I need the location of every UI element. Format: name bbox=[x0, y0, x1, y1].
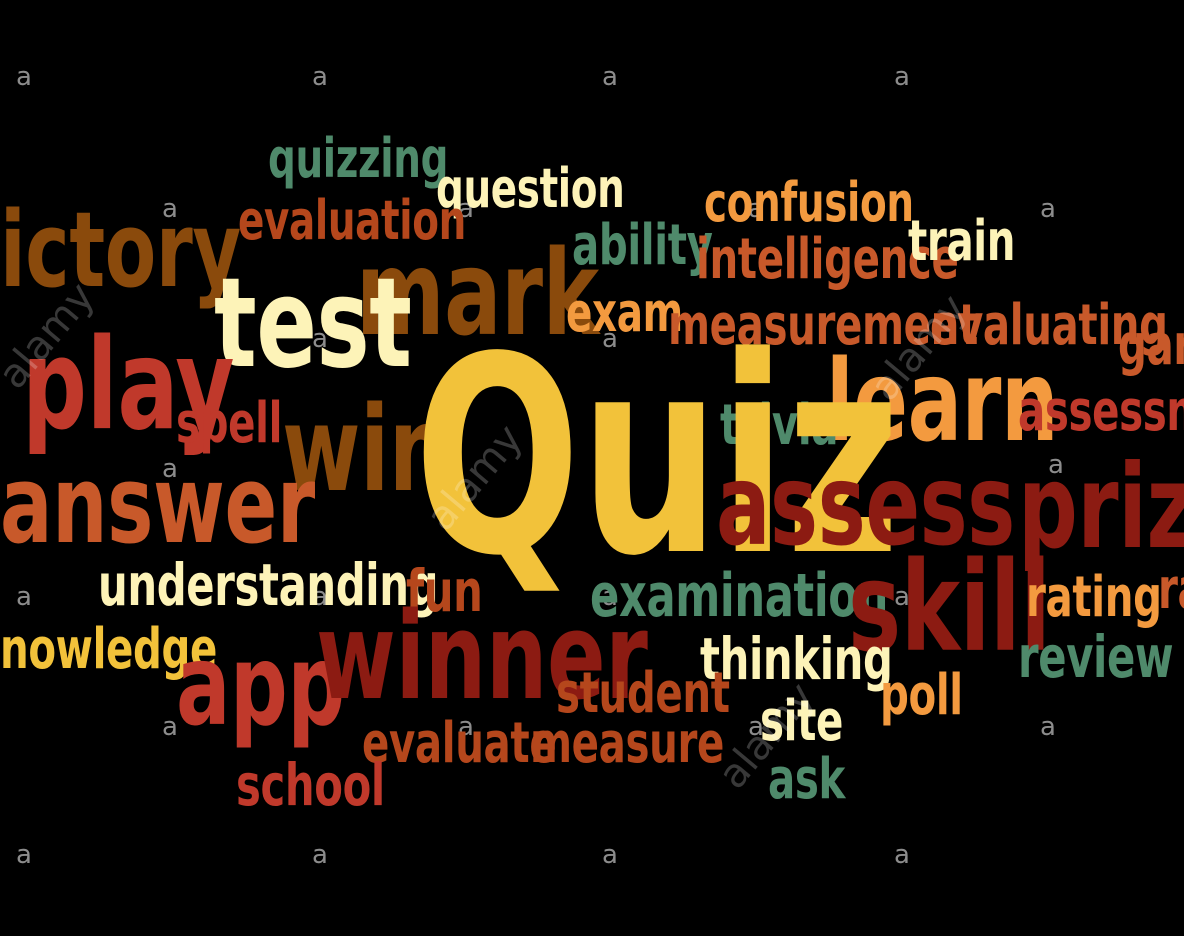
word-examination: examination bbox=[590, 561, 888, 631]
watermark-a: a bbox=[458, 712, 474, 742]
watermark-a: a bbox=[748, 712, 764, 742]
watermark-a: a bbox=[162, 194, 178, 224]
watermark-a: a bbox=[458, 194, 474, 224]
watermark-a: a bbox=[312, 324, 328, 354]
watermark-a: a bbox=[312, 582, 328, 612]
word-mark: mark bbox=[356, 224, 599, 362]
word-skill: skill bbox=[848, 536, 1051, 680]
watermark-a: a bbox=[602, 324, 618, 354]
word-confusion: confusion bbox=[704, 171, 914, 234]
word-quizzing: quizzing bbox=[268, 127, 449, 190]
word-trivia: trivia bbox=[720, 393, 839, 458]
word-play: play bbox=[22, 311, 235, 458]
word-assessment: assessm bbox=[1018, 379, 1184, 444]
word-exam: exam bbox=[566, 281, 683, 344]
word-thinking: thinking bbox=[700, 625, 893, 693]
watermark-a: a bbox=[312, 62, 328, 92]
watermark-a: a bbox=[748, 194, 764, 224]
watermark-a: a bbox=[602, 840, 618, 870]
word-game: gam bbox=[1118, 313, 1184, 378]
word-review: review bbox=[1018, 623, 1174, 691]
word-measurement: measurement bbox=[668, 293, 978, 358]
word-school: school bbox=[236, 751, 385, 819]
watermark-a: a bbox=[162, 454, 178, 484]
word-win: win bbox=[282, 380, 450, 518]
word-spell: spell bbox=[176, 391, 283, 456]
word-assess: assess bbox=[716, 441, 1015, 571]
word-fun: fun bbox=[406, 557, 483, 625]
watermark-a: a bbox=[1040, 712, 1056, 742]
word-ra: ra bbox=[1158, 557, 1184, 622]
watermark-a: a bbox=[16, 840, 32, 870]
word-ask: ask bbox=[768, 747, 845, 812]
watermark-a: a bbox=[16, 582, 32, 612]
word-evaluation: evaluation bbox=[238, 189, 466, 252]
word-prize: prize bbox=[1018, 440, 1184, 575]
word-evaluating: evaluating bbox=[930, 293, 1168, 358]
word-victory: ictory bbox=[0, 189, 241, 311]
word-evaluate: evaluate bbox=[362, 711, 557, 776]
watermark-a: a bbox=[312, 840, 328, 870]
watermark-a: a bbox=[16, 62, 32, 92]
word-poll: poll bbox=[880, 663, 963, 728]
watermark-a: a bbox=[894, 840, 910, 870]
word-learn: learn bbox=[826, 337, 1059, 467]
word-app: app bbox=[176, 621, 345, 751]
word-test: test bbox=[214, 252, 412, 396]
watermark-a: a bbox=[602, 582, 618, 612]
word-intelligence: intelligence bbox=[696, 227, 959, 292]
watermark-a: a bbox=[748, 454, 764, 484]
word-train: train bbox=[908, 209, 1016, 274]
word-understanding: understanding bbox=[98, 551, 439, 619]
watermark-a: a bbox=[1048, 450, 1064, 480]
word-rating: rating bbox=[1026, 565, 1162, 630]
word-quiz: Quiz bbox=[414, 300, 900, 616]
word-knowledge: nowledge bbox=[0, 617, 218, 682]
watermark-a: a bbox=[602, 62, 618, 92]
watermark-a: a bbox=[894, 582, 910, 612]
word-ability: ability bbox=[572, 213, 713, 278]
watermark-a: a bbox=[162, 712, 178, 742]
word-question: question bbox=[436, 157, 625, 220]
word-winner: winner bbox=[316, 588, 648, 727]
word-measure: measure bbox=[530, 711, 724, 776]
watermark-a: a bbox=[894, 62, 910, 92]
word-student: student bbox=[556, 661, 730, 726]
word-site: site bbox=[760, 689, 844, 754]
watermark-a: a bbox=[1040, 194, 1056, 224]
word-answer: answer bbox=[0, 443, 315, 568]
